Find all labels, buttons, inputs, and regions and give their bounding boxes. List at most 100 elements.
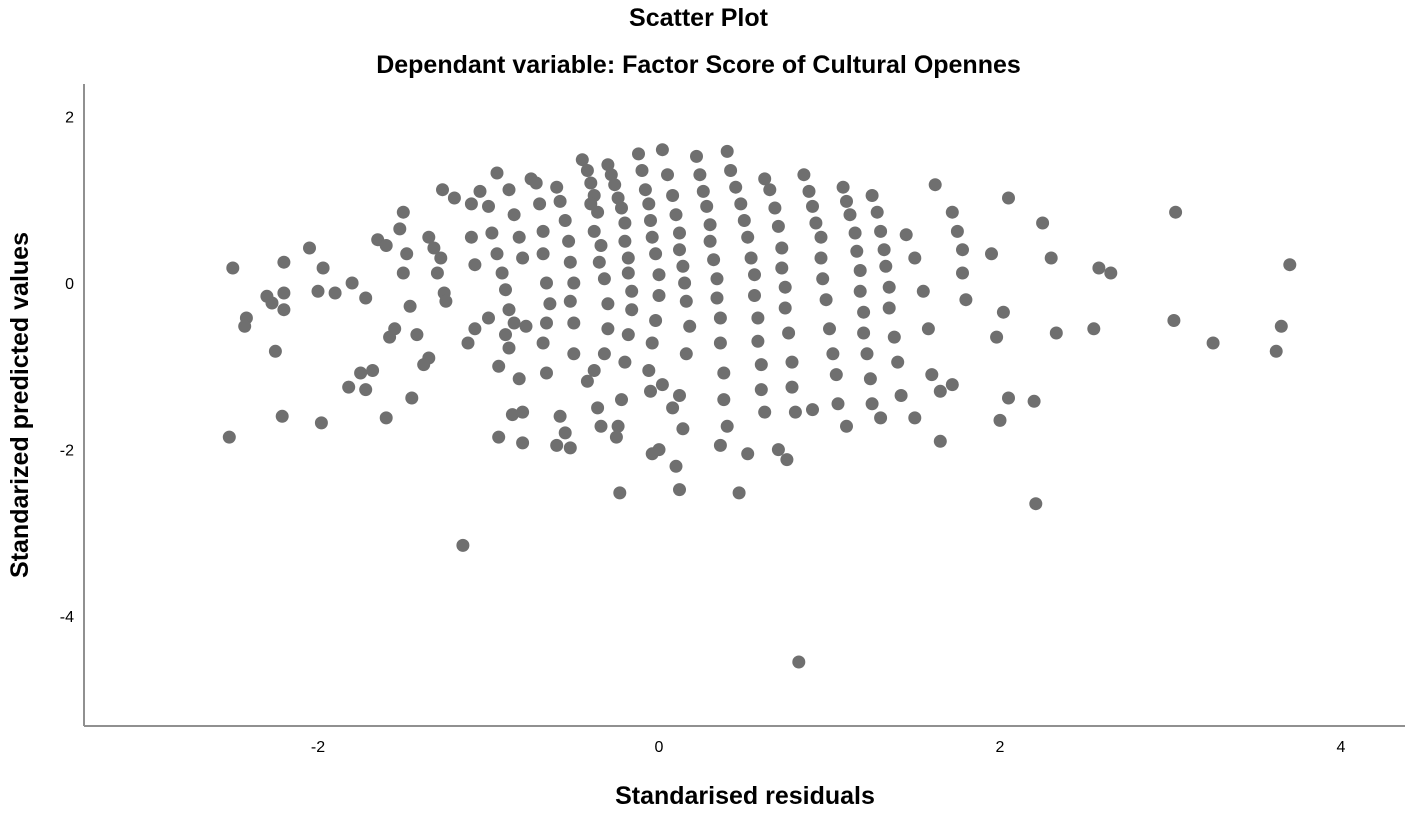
data-point	[933, 384, 947, 398]
data-point	[771, 219, 785, 233]
data-point	[720, 419, 734, 433]
data-point	[396, 266, 410, 280]
data-point	[512, 230, 526, 244]
data-point	[359, 383, 373, 397]
data-point	[959, 293, 973, 307]
data-point	[591, 205, 605, 219]
data-point	[806, 199, 819, 213]
data-point	[644, 214, 657, 227]
data-point	[427, 241, 441, 255]
data-point	[314, 416, 328, 430]
data-point	[342, 380, 356, 394]
chart-subtitle: Dependant variable: Factor Score of Cult…	[376, 51, 1021, 79]
data-point	[1283, 258, 1297, 272]
data-point	[775, 241, 789, 255]
data-point	[512, 372, 526, 386]
data-point	[1104, 266, 1118, 280]
data-point	[403, 299, 417, 313]
y-axis-title: Standarized predicted values	[6, 232, 34, 578]
data-point	[396, 205, 410, 219]
data-point	[383, 330, 397, 344]
data-point	[615, 201, 628, 215]
data-point	[758, 172, 772, 186]
data-point	[826, 347, 840, 361]
data-point	[853, 264, 867, 277]
data-point	[625, 303, 639, 317]
data-point	[806, 403, 819, 417]
data-point	[945, 205, 959, 219]
data-point	[655, 378, 669, 392]
data-point	[853, 284, 867, 298]
data-point	[642, 364, 656, 377]
x-tick-label: 2	[996, 739, 1005, 756]
data-point	[635, 164, 649, 177]
data-point	[993, 413, 1007, 427]
data-point	[505, 408, 519, 422]
data-point	[430, 266, 444, 280]
data-point	[615, 393, 628, 407]
data-point	[592, 255, 606, 269]
data-point	[956, 266, 969, 280]
data-point	[921, 322, 935, 336]
data-point	[703, 218, 717, 232]
data-point	[1274, 319, 1288, 333]
data-point	[536, 247, 550, 261]
data-point	[679, 294, 693, 308]
data-point	[857, 305, 871, 319]
data-point	[558, 426, 572, 440]
data-point	[405, 391, 419, 405]
data-point	[1029, 497, 1043, 511]
data-point	[226, 261, 240, 275]
data-point	[550, 180, 564, 194]
data-point	[594, 239, 608, 252]
data-point	[870, 205, 884, 219]
data-point	[950, 224, 964, 238]
data-point	[751, 311, 765, 325]
data-point	[652, 268, 666, 282]
data-point	[417, 358, 431, 372]
data-point	[874, 411, 888, 425]
data-point	[720, 144, 734, 158]
data-point	[632, 147, 645, 161]
data-point	[507, 208, 521, 222]
data-point	[553, 194, 567, 208]
data-point	[618, 234, 632, 248]
data-point	[507, 316, 521, 330]
data-point	[717, 366, 731, 380]
data-point	[597, 347, 611, 361]
data-point	[604, 168, 618, 182]
data-point	[707, 253, 721, 267]
data-point	[621, 328, 635, 342]
data-point	[436, 183, 449, 197]
data-point	[464, 197, 478, 211]
data-point	[597, 272, 611, 286]
data-point	[502, 183, 516, 197]
data-point	[1169, 205, 1183, 219]
chart-title: Scatter Plot	[629, 4, 768, 32]
data-point	[860, 347, 874, 361]
data-point	[792, 655, 806, 669]
data-point	[519, 319, 533, 333]
data-point	[1092, 261, 1106, 275]
data-point	[678, 276, 692, 290]
data-point	[316, 261, 330, 275]
data-point	[785, 355, 799, 369]
data-point	[840, 194, 853, 208]
data-point	[865, 189, 879, 202]
data-point	[928, 178, 942, 192]
data-point	[996, 305, 1010, 319]
data-point	[516, 405, 530, 419]
data-point	[673, 243, 686, 257]
data-point	[758, 405, 772, 419]
data-point	[843, 208, 857, 222]
data-point	[676, 259, 690, 273]
data-point	[275, 409, 289, 423]
data-point	[379, 411, 393, 425]
data-point	[550, 438, 564, 452]
x-tick-labels: -2 0 2 4	[311, 739, 1346, 756]
data-point	[710, 291, 724, 305]
data-point	[690, 149, 703, 163]
data-point	[788, 405, 802, 419]
data-point	[222, 430, 236, 444]
